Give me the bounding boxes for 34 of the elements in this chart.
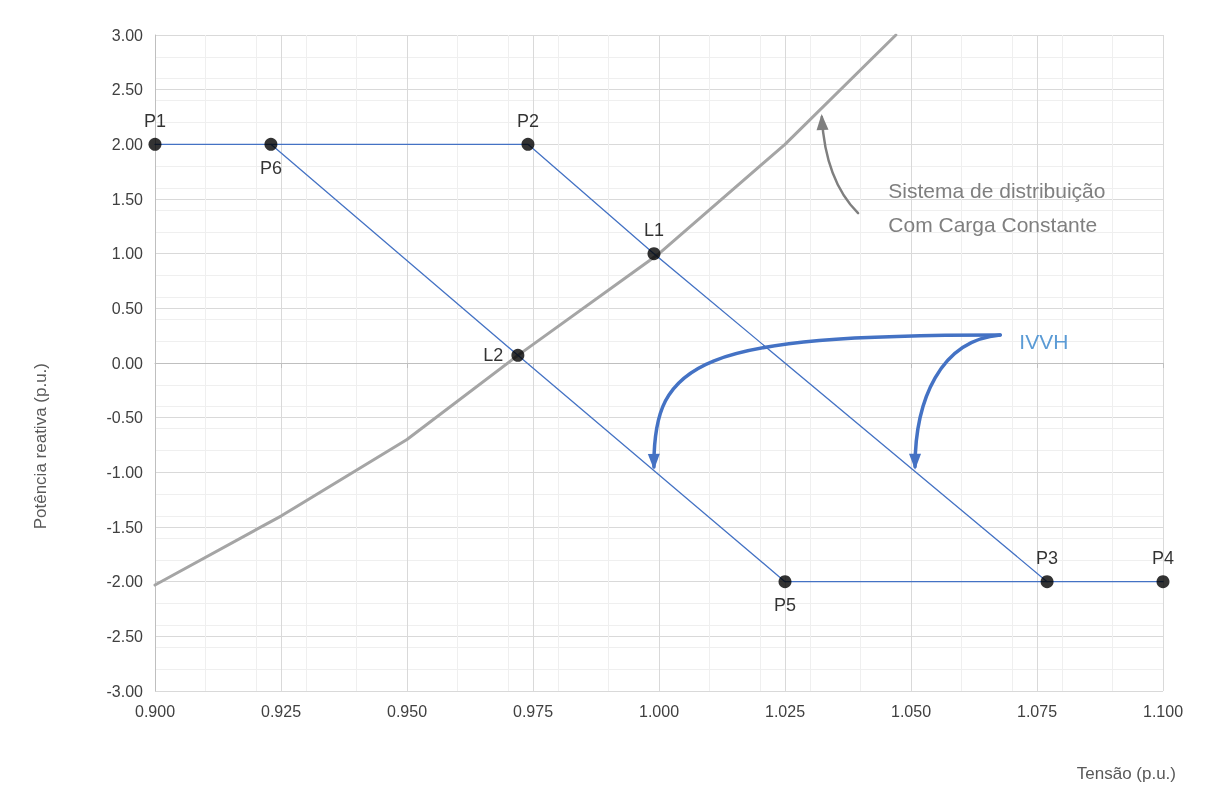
data-label: P1: [143, 110, 167, 131]
y-tick-label: -2.50: [106, 627, 144, 645]
y-tick-label: -2.00: [106, 573, 144, 591]
annotation: Sistema de distribuição Com Carga Constante: [888, 179, 1106, 237]
x-tick-label: 1.050: [890, 702, 932, 720]
y-tick-label: -0.50: [106, 409, 144, 427]
data-label: L2: [483, 345, 504, 366]
y-tick-label: 1.50: [111, 190, 144, 208]
y-tick-label: 1.00: [111, 245, 144, 263]
data-label: P6: [259, 157, 282, 178]
data-label: P4: [1151, 548, 1175, 569]
x-tick-label: 1.075: [1016, 702, 1058, 720]
y-tick-label: 2.00: [111, 135, 144, 153]
data-label: P5: [773, 595, 797, 616]
y-tick-label: 0.00: [111, 354, 144, 372]
x-tick-label: 0.925: [260, 702, 302, 720]
data-label: L1: [643, 220, 664, 241]
x-tick-label: 1.000: [638, 702, 680, 720]
annotation: IVVH: [1019, 330, 1069, 354]
data-label: P3: [1036, 548, 1059, 569]
x-tick-label: 0.900: [134, 702, 176, 720]
y-tick-label: -3.00: [106, 682, 144, 700]
x-tick-label: 1.025: [764, 702, 806, 720]
data-label: P2: [516, 110, 539, 131]
x-tick-label: 0.975: [512, 702, 554, 720]
y-tick-label: 0.50: [111, 299, 144, 317]
y-tick-label: 2.50: [111, 81, 144, 99]
y-tick-label: 3.00: [111, 26, 144, 44]
x-tick-label: 0.950: [386, 702, 428, 720]
y-tick-label: -1.50: [106, 518, 144, 536]
y-axis-title: Potência reativa (p.u.): [31, 363, 50, 530]
x-axis-title: Tensão (p.u.): [1076, 764, 1177, 783]
x-tick-label: 1.100: [1142, 702, 1184, 720]
y-tick-label: -1.00: [106, 463, 144, 481]
